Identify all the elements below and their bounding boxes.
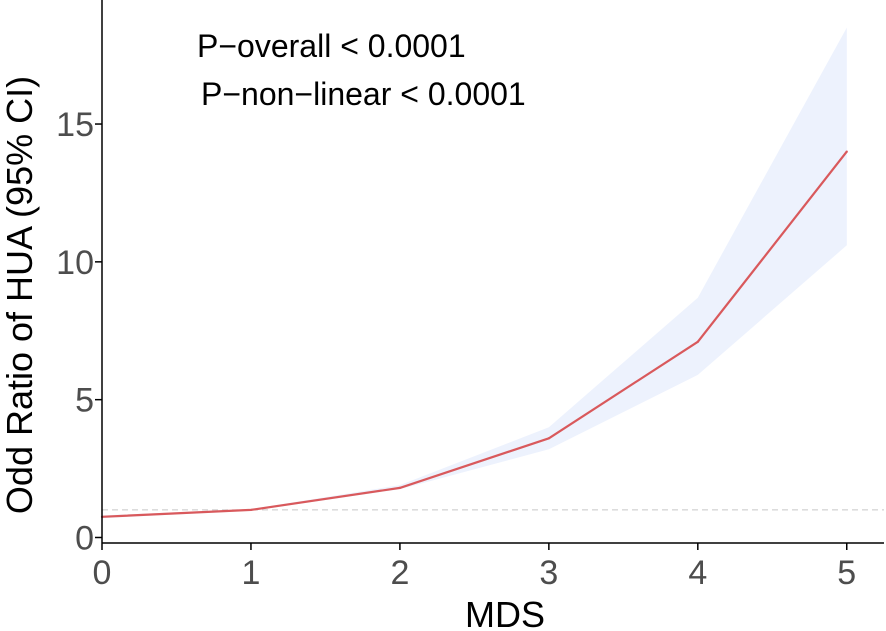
x-tick-label: 2 bbox=[390, 554, 409, 592]
y-tick-layer: 0 5 10 15 bbox=[56, 106, 102, 557]
p-overall-annotation: P−overall < 0.0001 bbox=[197, 28, 466, 64]
y-tick-label: 10 bbox=[56, 244, 94, 282]
x-axis-label: MDS bbox=[465, 594, 545, 631]
x-tick-label: 5 bbox=[837, 554, 856, 592]
y-tick-label: 0 bbox=[75, 519, 94, 557]
x-tick-label: 4 bbox=[688, 554, 707, 592]
data-point bbox=[398, 486, 402, 489]
y-tick-label: 5 bbox=[75, 382, 94, 420]
data-point bbox=[249, 508, 253, 512]
or-line bbox=[101, 150, 848, 518]
p-nonlinear-annotation: P−non−linear < 0.0001 bbox=[201, 76, 526, 112]
data-point bbox=[696, 340, 699, 343]
x-tick-label: 1 bbox=[241, 554, 260, 592]
data-point bbox=[547, 437, 550, 440]
y-tick-label: 15 bbox=[56, 106, 94, 144]
x-tick-label: 3 bbox=[539, 554, 558, 592]
x-tick-layer: 0 1 2 3 4 5 bbox=[93, 543, 856, 592]
y-axis-label: Odd Ratio of HUA (95% CI) bbox=[0, 76, 40, 514]
data-point bbox=[845, 150, 848, 153]
x-tick-label: 0 bbox=[93, 554, 112, 592]
